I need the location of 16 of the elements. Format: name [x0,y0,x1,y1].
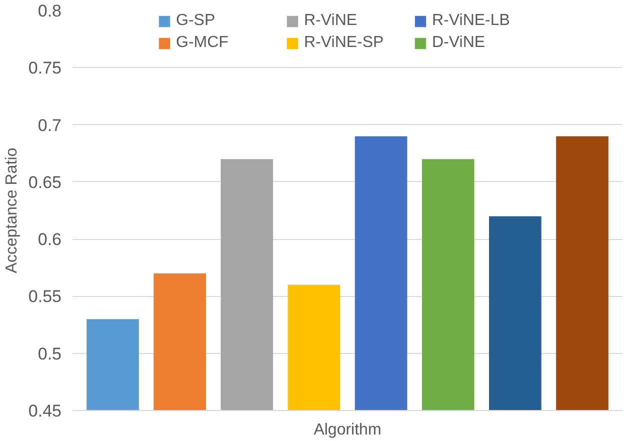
legend-label: R-ViNE-LB [432,12,511,30]
y-axis-title: Acceptance Ratio [3,148,20,274]
y-tick-label: 0.7 [38,116,62,135]
y-tick-label: 0.65 [28,172,62,192]
y-tick-label: 0.45 [28,402,62,420]
y-tick-label: 0.55 [28,287,62,306]
y-tick-label: 0.5 [38,344,62,364]
legend-label: G-SP [176,12,216,30]
legend-label: G-MCF [176,34,230,52]
legend-label: R-ViNE [304,12,358,30]
y-tick-label: 0.8 [38,2,62,20]
legend-label: R-ViNE-SP [304,34,385,52]
y-tick-label: 0.75 [28,58,62,78]
y-tick-label: 0.6 [38,230,62,250]
x-axis-title: Algorithm [314,422,382,438]
legend-label: D-ViNE [432,34,486,52]
